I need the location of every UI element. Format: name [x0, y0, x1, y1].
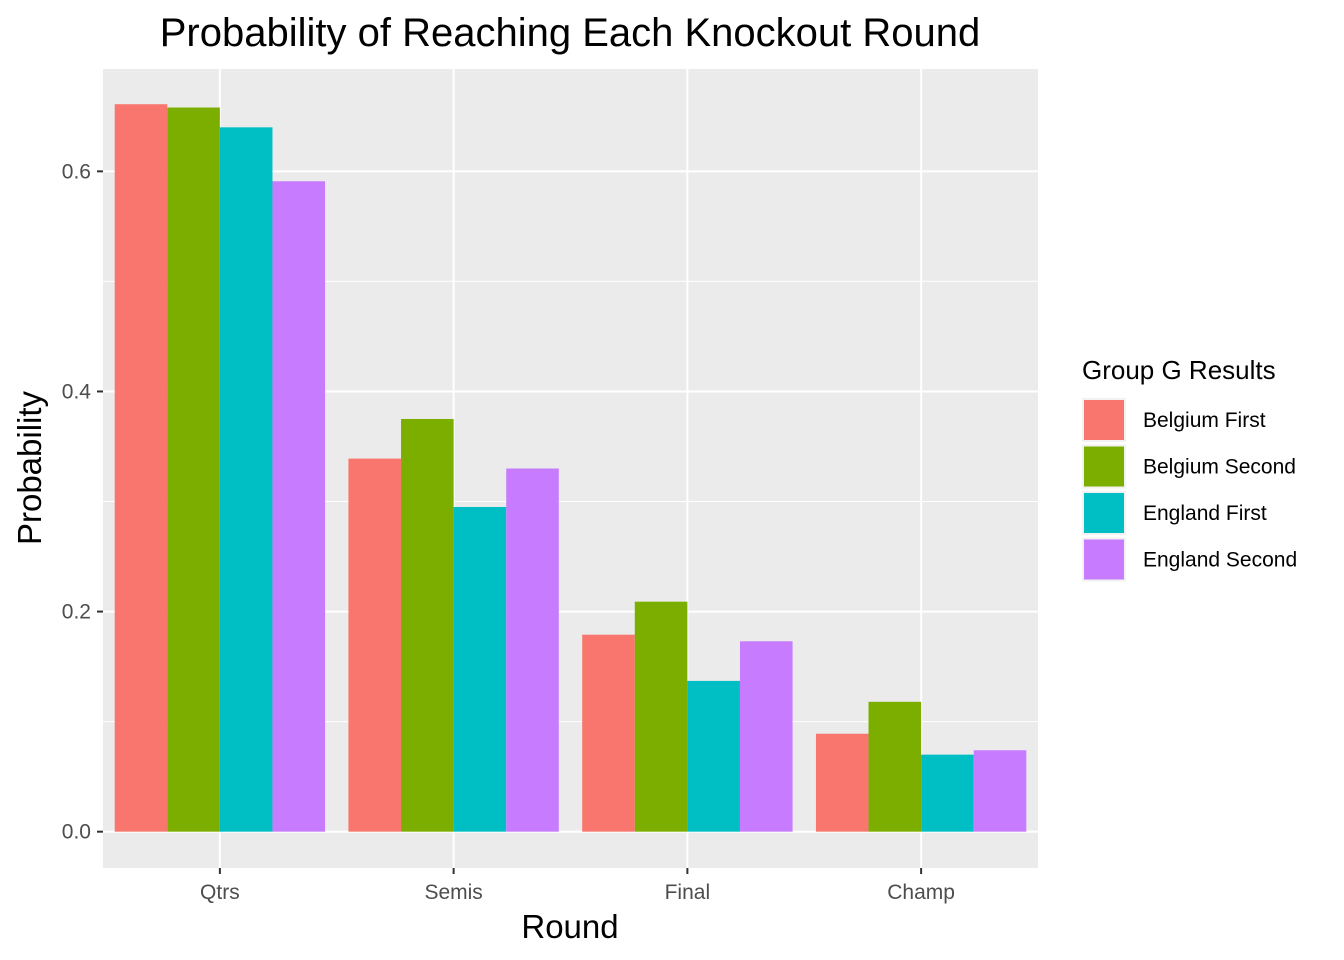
legend-label: Belgium Second	[1143, 456, 1296, 479]
y-tick-label: 0.0	[62, 821, 91, 844]
y-tick-label: 0.4	[62, 380, 92, 403]
bar-belgium-first-qtrs	[114, 104, 168, 832]
bar-belgium-second-final	[634, 601, 688, 832]
legend-label: England Second	[1143, 549, 1297, 572]
bar-england-second-final	[739, 641, 793, 832]
legend-swatch	[1084, 400, 1124, 440]
y-axis-title: Probability	[11, 390, 48, 545]
bar-belgium-second-qtrs	[167, 107, 220, 832]
bar-england-second-champ	[973, 750, 1027, 832]
x-tick-label: Final	[665, 881, 711, 904]
bar-belgium-first-semis	[348, 458, 402, 832]
bar-england-first-final	[687, 680, 740, 832]
legend: Group G Results Belgium First Belgium Sec…	[1082, 355, 1297, 582]
legend-swatch	[1084, 493, 1124, 533]
x-axis-title: Round	[521, 908, 618, 945]
bar-belgium-second-champ	[868, 701, 922, 832]
x-axis: Qtrs Semis Final Champ	[200, 868, 955, 904]
legend-title: Group G Results	[1082, 355, 1276, 385]
x-tick-label: Semis	[424, 881, 482, 904]
bar-belgium-second-semis	[401, 418, 454, 832]
legend-label: England First	[1143, 502, 1267, 525]
bar-england-second-semis	[506, 468, 559, 832]
x-tick-label: Qtrs	[200, 881, 240, 904]
legend-swatch	[1084, 539, 1124, 580]
bar-belgium-first-final	[582, 634, 635, 832]
bar-england-first-champ	[921, 754, 974, 832]
y-tick-label: 0.2	[62, 601, 91, 624]
y-axis: 0.0 0.2 0.4 0.6	[62, 160, 103, 844]
bar-england-first-qtrs	[219, 127, 273, 832]
chart-title: Probability of Reaching Each Knockout Ro…	[160, 11, 981, 55]
legend-swatch	[1084, 446, 1124, 487]
bar-england-second-qtrs	[272, 181, 326, 832]
bar-england-first-semis	[453, 507, 507, 832]
legend-items: Belgium First Belgium Second England First…	[1082, 398, 1297, 582]
bar-belgium-first-champ	[815, 733, 869, 832]
x-tick-label: Champ	[887, 881, 955, 904]
y-tick-label: 0.6	[62, 160, 91, 183]
legend-label: Belgium First	[1143, 409, 1266, 432]
bars	[114, 104, 1027, 832]
